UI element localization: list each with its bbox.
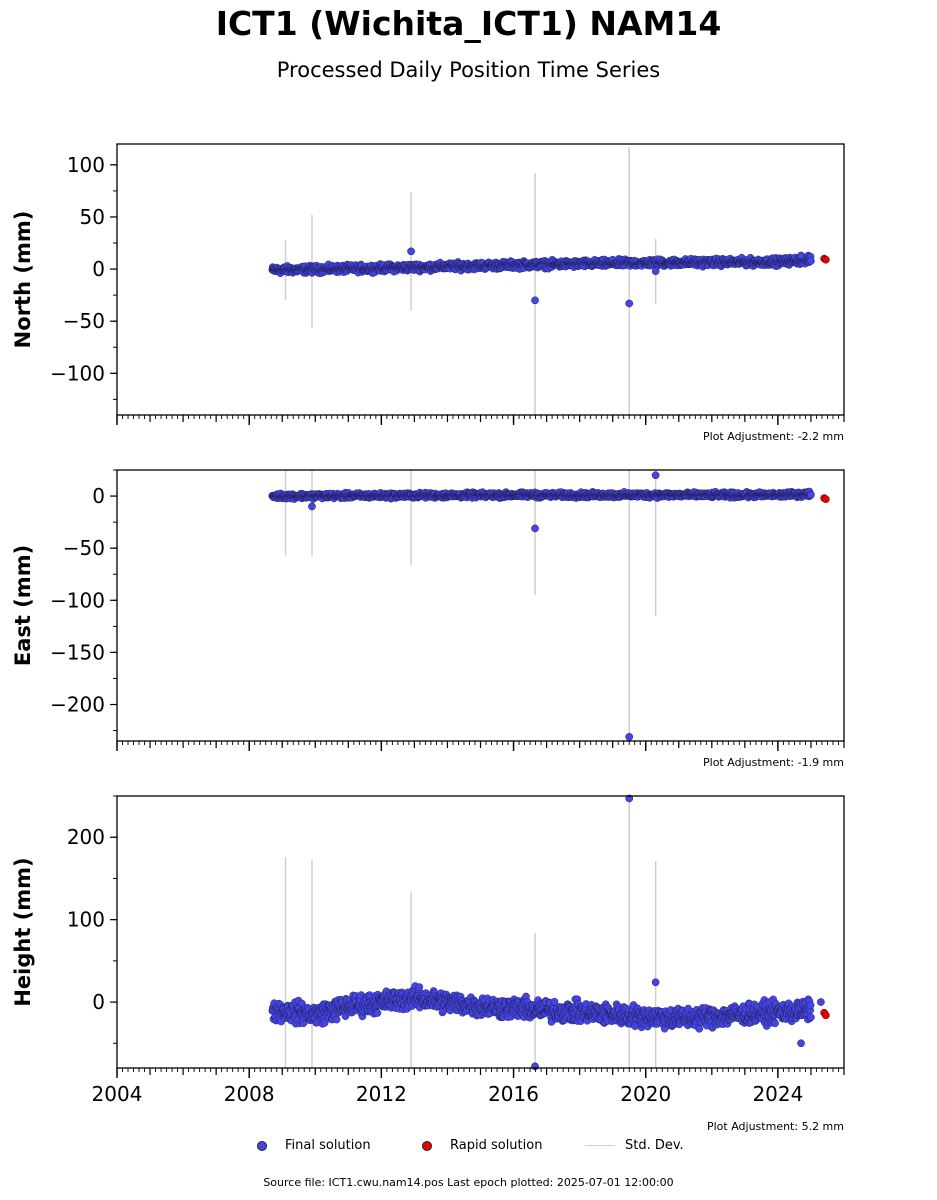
north-plot-adjustment: Plot Adjustment: -2.2 mm (703, 430, 844, 443)
final-point (415, 983, 424, 991)
plot-frame (116, 469, 845, 742)
x-tick-label: 2020 (620, 1082, 671, 1106)
x-tick-label: 2012 (356, 1082, 407, 1106)
rapid-marker-icon (422, 1140, 432, 1151)
final-point (806, 1001, 815, 1009)
y-axis-label: Height (mm) (11, 857, 35, 1006)
y-tick-label: 0 (92, 484, 105, 508)
plot-frame (116, 143, 845, 416)
legend-std-label: Std. Dev. (625, 1138, 684, 1153)
final-point-outlier (651, 978, 660, 987)
y-tick-label: 100 (67, 153, 105, 177)
final-point (771, 1019, 779, 1028)
final-point (807, 1013, 815, 1022)
final-point-outlier (625, 732, 634, 741)
rapid-point (821, 1011, 830, 1020)
y-tick-label: 100 (67, 908, 105, 932)
rapid-point (821, 495, 830, 504)
legend-final: Final solution (257, 1138, 371, 1153)
x-tick-label: 2008 (224, 1082, 275, 1106)
plot-frame (116, 795, 845, 1069)
y-tick-label: −50 (63, 536, 105, 560)
final-point (373, 1009, 382, 1017)
y-tick-label: 200 (67, 825, 105, 849)
final-point-outlier (797, 1039, 805, 1048)
x-tick-label: 2024 (752, 1082, 803, 1106)
rapid-point (821, 255, 830, 264)
legend: Final solution Rapid solution Std. Dev. (0, 1138, 937, 1158)
east-plot-adjustment: Plot Adjustment: -1.9 mm (703, 756, 844, 769)
final-point-outlier (531, 524, 539, 533)
final-point-outlier (817, 998, 825, 1006)
final-point-outlier (407, 247, 415, 256)
y-tick-label: 50 (80, 205, 105, 229)
chart-title: ICT1 (Wichita_ICT1) NAM14 (215, 4, 722, 43)
height-plot-adjustment: Plot Adjustment: 5.2 mm (706, 1120, 844, 1133)
y-tick-label: −50 (63, 309, 105, 333)
legend-final-label: Final solution (285, 1138, 371, 1153)
y-tick-label: −200 (50, 693, 105, 717)
y-axis-label: North (mm) (11, 211, 35, 349)
final-point (807, 257, 815, 265)
final-point-outlier (651, 471, 660, 480)
y-axis-label: East (mm) (11, 545, 35, 666)
y-tick-label: 0 (92, 990, 105, 1014)
legend-rapid: Rapid solution (422, 1138, 542, 1153)
final-marker-icon (257, 1140, 267, 1151)
final-point (332, 1015, 341, 1024)
std-line-icon (585, 1145, 615, 1146)
panel-1: 0 −50 −100 −150 −200 East (mm) (11, 469, 845, 751)
legend-rapid-label: Rapid solution (450, 1138, 543, 1153)
y-tick-label: −100 (50, 361, 105, 385)
chart-subtitle: Processed Daily Position Time Series (276, 58, 661, 82)
y-tick-label: 0 (92, 257, 105, 281)
x-tick-label: 2016 (488, 1082, 539, 1106)
final-point-outlier (625, 299, 634, 308)
legend-std: Std. Dev. (585, 1138, 684, 1153)
panel-0: 100 50 0 −50 −100 North (mm) (11, 143, 845, 425)
panel-2: 200 100 0 2004 2008 2012 2016 2020 2024 Height (m… (11, 794, 845, 1106)
final-point-outlier (531, 1062, 539, 1071)
y-tick-label: −100 (50, 588, 105, 612)
final-point (695, 1025, 704, 1033)
final-point-outlier (531, 296, 539, 305)
y-tick-label: −150 (50, 640, 105, 664)
final-point-outlier (797, 251, 805, 260)
final-point-outlier (308, 502, 316, 511)
x-tick-label: 2004 (92, 1082, 143, 1106)
final-point (807, 490, 815, 499)
final-point-outlier (651, 267, 660, 276)
source-note: Source file: ICT1.cwu.nam14.pos Last epo… (263, 1176, 674, 1189)
